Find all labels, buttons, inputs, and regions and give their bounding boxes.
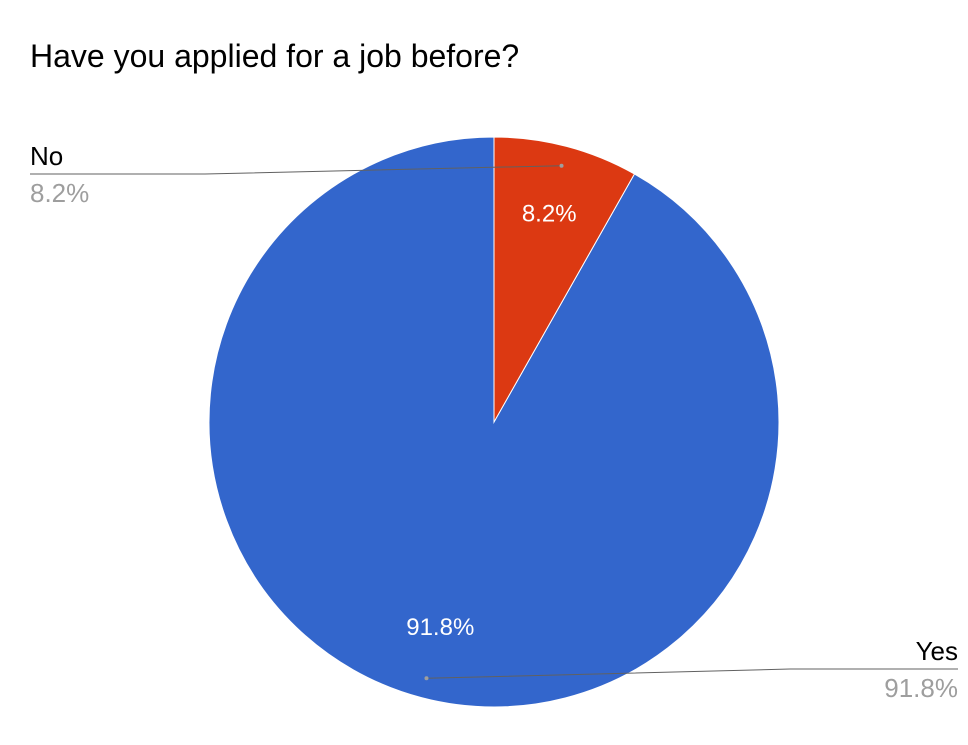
legend-percent-yes: 91.8% xyxy=(884,673,958,703)
slice-value-label-no: 8.2% xyxy=(522,201,577,228)
legend-label-yes: Yes xyxy=(916,636,958,666)
leader-dot-no xyxy=(559,163,564,168)
slice-value-label-yes: 91.8% xyxy=(406,614,474,641)
chart-title: Have you applied for a job before? xyxy=(30,38,520,74)
leader-line-yes xyxy=(426,668,958,679)
leader-line-no xyxy=(30,165,562,175)
legend-label-no: No xyxy=(30,141,63,171)
legend-percent-no: 8.2% xyxy=(30,178,89,208)
leader-dot-yes xyxy=(424,676,429,681)
pie-slice-no xyxy=(493,136,636,424)
